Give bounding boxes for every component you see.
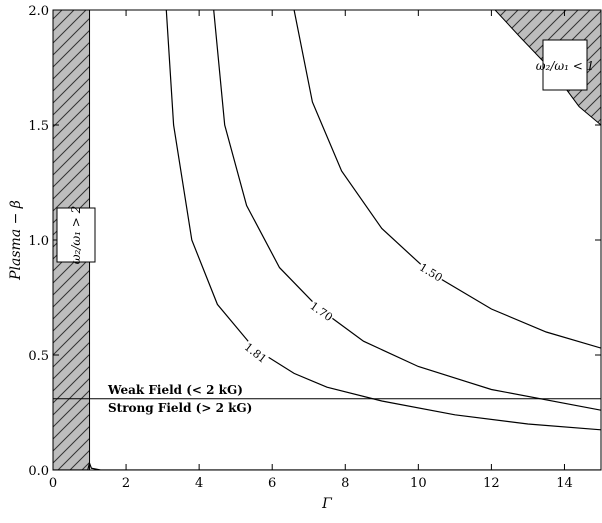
ratio-box-left: ω₂/ω₁ > 2 bbox=[56, 206, 96, 265]
x-tick-label: 6 bbox=[268, 476, 276, 491]
contour-line-1.50 bbox=[293, 10, 601, 349]
svg-text:ω₂/ω₁ > 2: ω₂/ω₁ > 2 bbox=[69, 206, 83, 265]
y-tick-label: 2.0 bbox=[28, 4, 49, 19]
x-tick-label: 2 bbox=[122, 476, 130, 491]
x-tick-label: 0 bbox=[49, 476, 57, 491]
x-tick-label: 14 bbox=[556, 476, 573, 491]
strong-field-label: Strong Field (> 2 kG) bbox=[108, 401, 252, 415]
x-tick-label: 4 bbox=[195, 476, 203, 491]
ratio-box-right: ω₂/ω₁ < 1 bbox=[536, 39, 595, 91]
x-tick-label: 10 bbox=[410, 476, 427, 491]
boundary-floor-line bbox=[53, 461, 601, 470]
y-tick-label: 0.0 bbox=[28, 464, 49, 479]
y-tick-label: 1.5 bbox=[28, 119, 49, 134]
hatched-region-top-right bbox=[494, 10, 601, 126]
y-axis-label: Plasma − β bbox=[8, 200, 24, 281]
y-tick-label: 0.5 bbox=[28, 349, 49, 364]
x-tick-label: 12 bbox=[483, 476, 500, 491]
x-axis-label: Γ bbox=[321, 496, 333, 512]
contour-line-1.81 bbox=[165, 10, 601, 431]
x-tick-label: 8 bbox=[341, 476, 349, 491]
svg-text:ω₂/ω₁ < 1: ω₂/ω₁ < 1 bbox=[536, 59, 595, 73]
y-tick-label: 1.0 bbox=[28, 234, 49, 249]
weak-field-label: Weak Field (< 2 kG) bbox=[107, 383, 243, 397]
